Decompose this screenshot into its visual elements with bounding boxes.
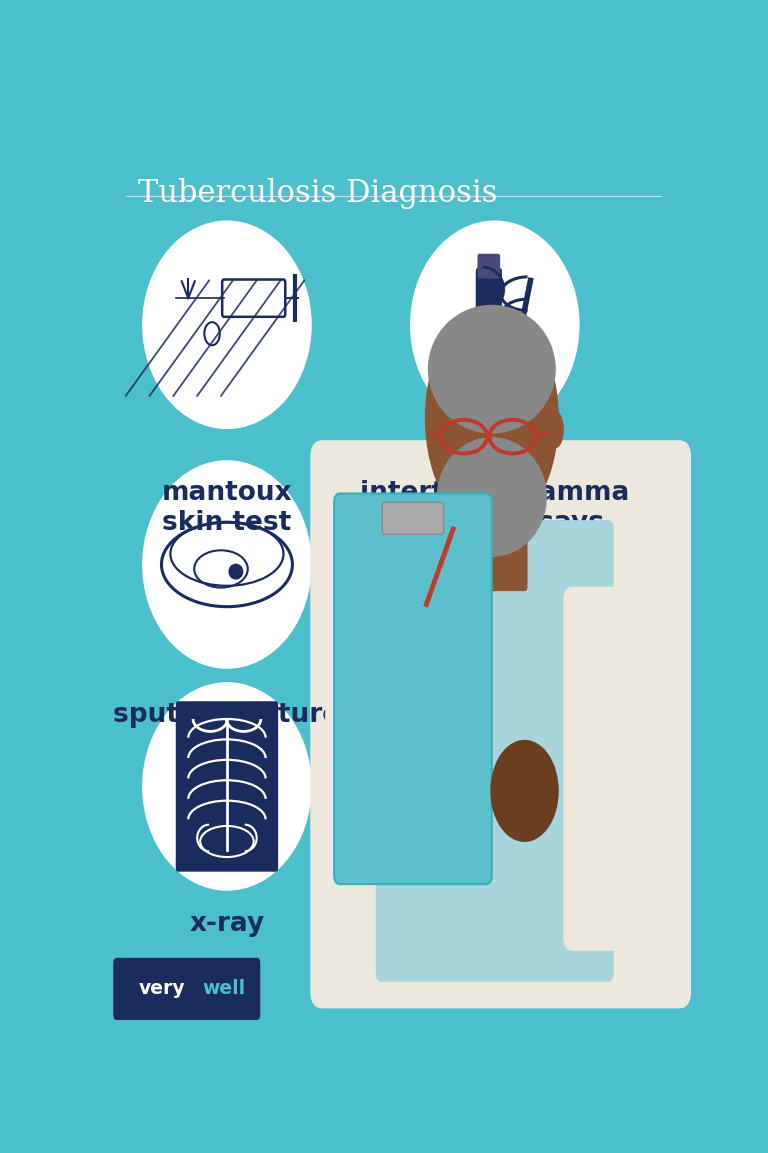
FancyBboxPatch shape bbox=[563, 587, 688, 951]
Text: interferon gamma
release assays: interferon gamma release assays bbox=[360, 480, 630, 536]
FancyBboxPatch shape bbox=[376, 520, 614, 982]
Text: well: well bbox=[202, 979, 245, 998]
FancyBboxPatch shape bbox=[325, 525, 474, 817]
Ellipse shape bbox=[428, 304, 556, 434]
Text: x-ray: x-ray bbox=[190, 911, 264, 936]
FancyBboxPatch shape bbox=[475, 267, 502, 399]
FancyBboxPatch shape bbox=[176, 701, 278, 872]
Text: sputum culture: sputum culture bbox=[114, 702, 340, 728]
FancyBboxPatch shape bbox=[310, 440, 691, 1009]
FancyBboxPatch shape bbox=[453, 480, 528, 591]
Ellipse shape bbox=[142, 220, 312, 429]
FancyBboxPatch shape bbox=[334, 493, 492, 884]
Ellipse shape bbox=[425, 304, 559, 532]
Text: very: very bbox=[139, 979, 186, 998]
FancyBboxPatch shape bbox=[113, 958, 260, 1020]
Text: mantoux
skin test: mantoux skin test bbox=[161, 480, 293, 536]
Ellipse shape bbox=[410, 220, 580, 429]
Ellipse shape bbox=[142, 460, 312, 669]
Ellipse shape bbox=[437, 437, 547, 557]
Ellipse shape bbox=[490, 740, 559, 842]
FancyBboxPatch shape bbox=[382, 503, 444, 534]
Ellipse shape bbox=[228, 564, 243, 580]
Ellipse shape bbox=[547, 410, 564, 449]
Ellipse shape bbox=[142, 683, 312, 891]
FancyBboxPatch shape bbox=[478, 254, 500, 279]
Text: Tuberculosis Diagnosis: Tuberculosis Diagnosis bbox=[137, 179, 497, 210]
